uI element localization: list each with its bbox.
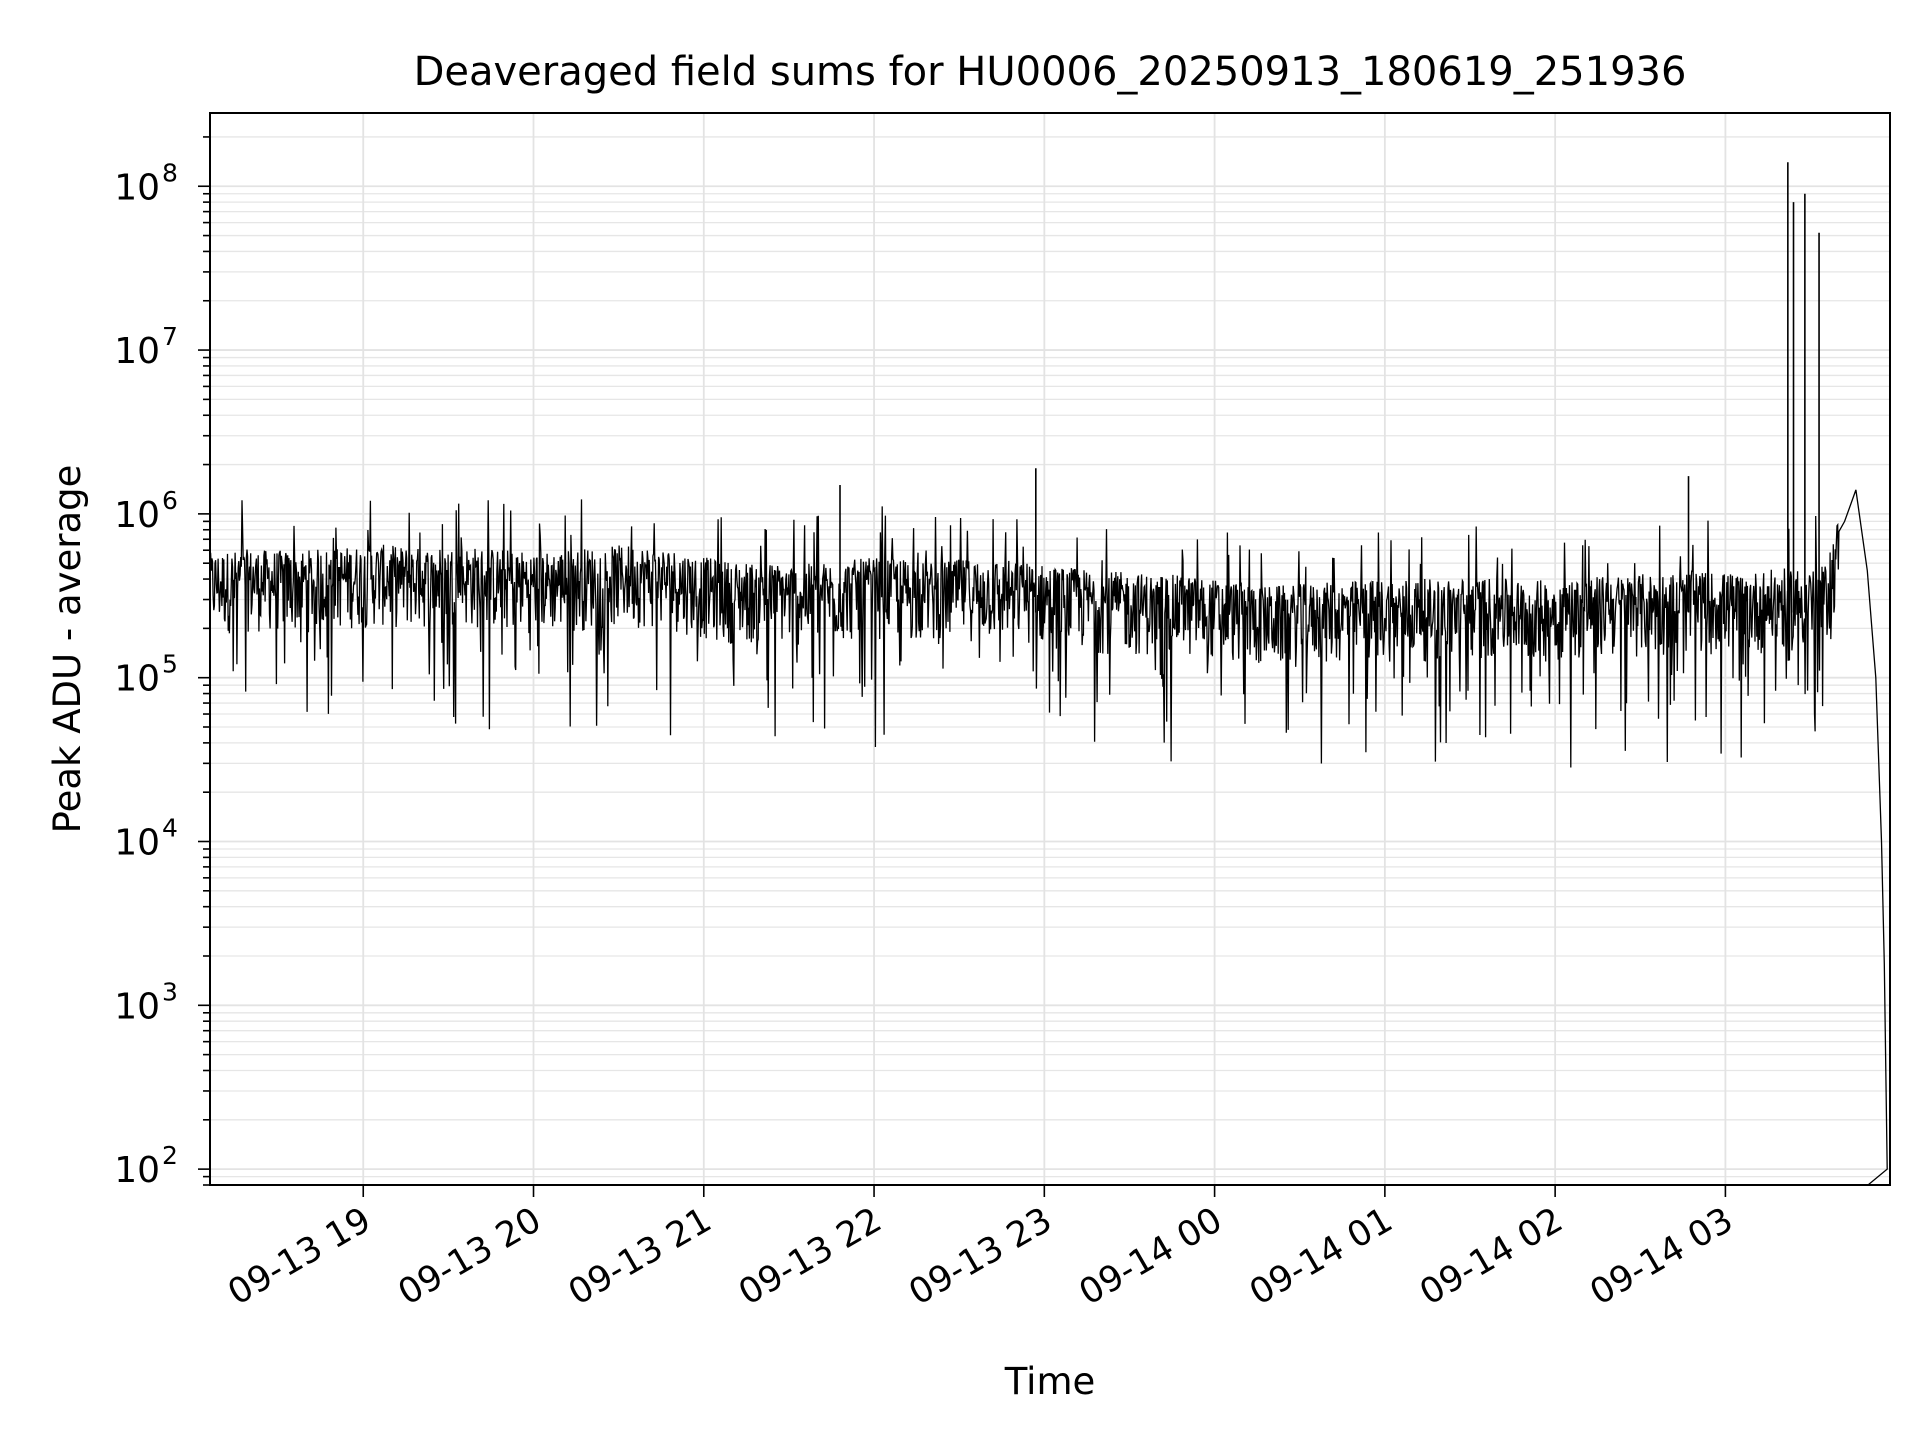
y-tick-exponent: 8 — [162, 158, 178, 187]
x-tick-label: 09-13 21 — [562, 1200, 718, 1313]
x-tick-label: 09-14 01 — [1243, 1200, 1399, 1313]
y-tick-exponent: 4 — [162, 814, 178, 843]
x-tick-label: 09-13 22 — [732, 1200, 888, 1313]
x-tick-label: 09-13 19 — [221, 1200, 377, 1313]
y-tick-exponent: 5 — [162, 650, 178, 679]
grid — [210, 113, 1890, 1186]
y-tick-label: 10 — [114, 659, 160, 700]
y-tick-exponent: 6 — [162, 486, 178, 515]
y-axis-label: Peak ADU - average — [46, 465, 89, 834]
y-tick-label: 10 — [114, 1150, 160, 1191]
y-tick-label: 10 — [114, 823, 160, 864]
series-group — [209, 162, 1888, 1186]
x-tick-label: 09-14 02 — [1413, 1200, 1569, 1313]
y-tick-label: 10 — [114, 986, 160, 1027]
x-tick-label: 09-14 00 — [1073, 1200, 1229, 1313]
x-axis-label: Time — [1004, 1360, 1096, 1403]
x-tick-label: 09-14 03 — [1584, 1200, 1740, 1313]
y-tick-label: 10 — [114, 167, 160, 208]
x-tick-label: 09-13 23 — [903, 1200, 1059, 1313]
y-tick-exponent: 7 — [162, 322, 178, 351]
plot-frame — [209, 112, 1891, 1186]
series-line — [209, 489, 1888, 1186]
y-tick-label: 10 — [114, 331, 160, 372]
y-tick-exponent: 3 — [162, 977, 178, 1006]
y-tick-exponent: 2 — [162, 1141, 178, 1170]
y-tick-label: 10 — [114, 495, 160, 536]
x-tick-label: 09-13 20 — [392, 1200, 548, 1313]
chart-title: Deaveraged field sums for HU0006_2025091… — [414, 49, 1687, 95]
